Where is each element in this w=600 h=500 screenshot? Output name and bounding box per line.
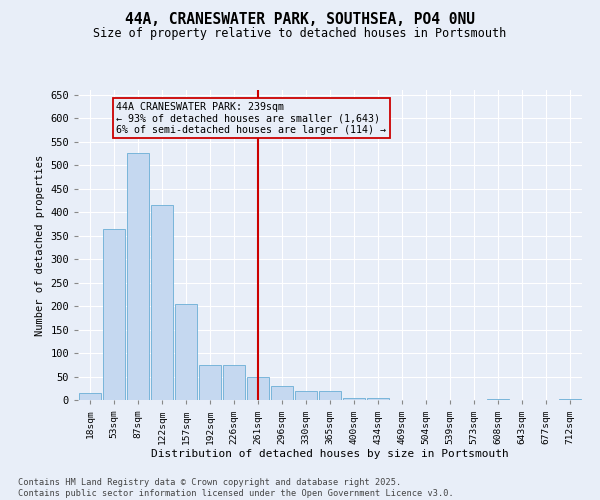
X-axis label: Distribution of detached houses by size in Portsmouth: Distribution of detached houses by size …: [151, 449, 509, 459]
Bar: [559, 399, 581, 400]
Y-axis label: Number of detached properties: Number of detached properties: [35, 154, 44, 336]
Bar: [343, 398, 365, 400]
Bar: [367, 398, 389, 400]
Bar: [223, 365, 245, 400]
Bar: [103, 228, 125, 400]
Bar: [319, 390, 341, 400]
Bar: [295, 390, 317, 400]
Bar: [199, 365, 221, 400]
Text: Size of property relative to detached houses in Portsmouth: Size of property relative to detached ho…: [94, 28, 506, 40]
Bar: [79, 393, 101, 400]
Text: 44A CRANESWATER PARK: 239sqm
← 93% of detached houses are smaller (1,643)
6% of : 44A CRANESWATER PARK: 239sqm ← 93% of de…: [116, 102, 386, 135]
Text: 44A, CRANESWATER PARK, SOUTHSEA, PO4 0NU: 44A, CRANESWATER PARK, SOUTHSEA, PO4 0NU: [125, 12, 475, 28]
Bar: [127, 154, 149, 400]
Bar: [271, 386, 293, 400]
Bar: [247, 376, 269, 400]
Bar: [151, 205, 173, 400]
Bar: [175, 304, 197, 400]
Text: Contains HM Land Registry data © Crown copyright and database right 2025.
Contai: Contains HM Land Registry data © Crown c…: [18, 478, 454, 498]
Bar: [487, 399, 509, 400]
